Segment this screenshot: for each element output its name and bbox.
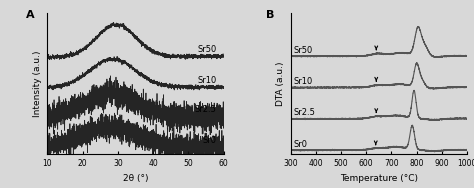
Y-axis label: Intensity (a.u.): Intensity (a.u.) <box>33 50 42 117</box>
Text: Sr0: Sr0 <box>202 136 217 145</box>
Text: A: A <box>26 10 35 20</box>
Text: Sr10: Sr10 <box>293 77 312 86</box>
Text: Sr0: Sr0 <box>293 140 307 149</box>
Text: Sr10: Sr10 <box>197 76 217 85</box>
Text: Sr2.5: Sr2.5 <box>293 108 315 117</box>
Text: B: B <box>266 10 274 20</box>
X-axis label: 2θ (°): 2θ (°) <box>123 174 148 183</box>
Text: Sr50: Sr50 <box>197 45 217 54</box>
Y-axis label: DTA (a.u.): DTA (a.u.) <box>276 61 285 106</box>
X-axis label: Temperature (°C): Temperature (°C) <box>340 174 418 183</box>
Text: Sr2.5: Sr2.5 <box>195 105 217 114</box>
Text: Sr50: Sr50 <box>293 45 312 55</box>
